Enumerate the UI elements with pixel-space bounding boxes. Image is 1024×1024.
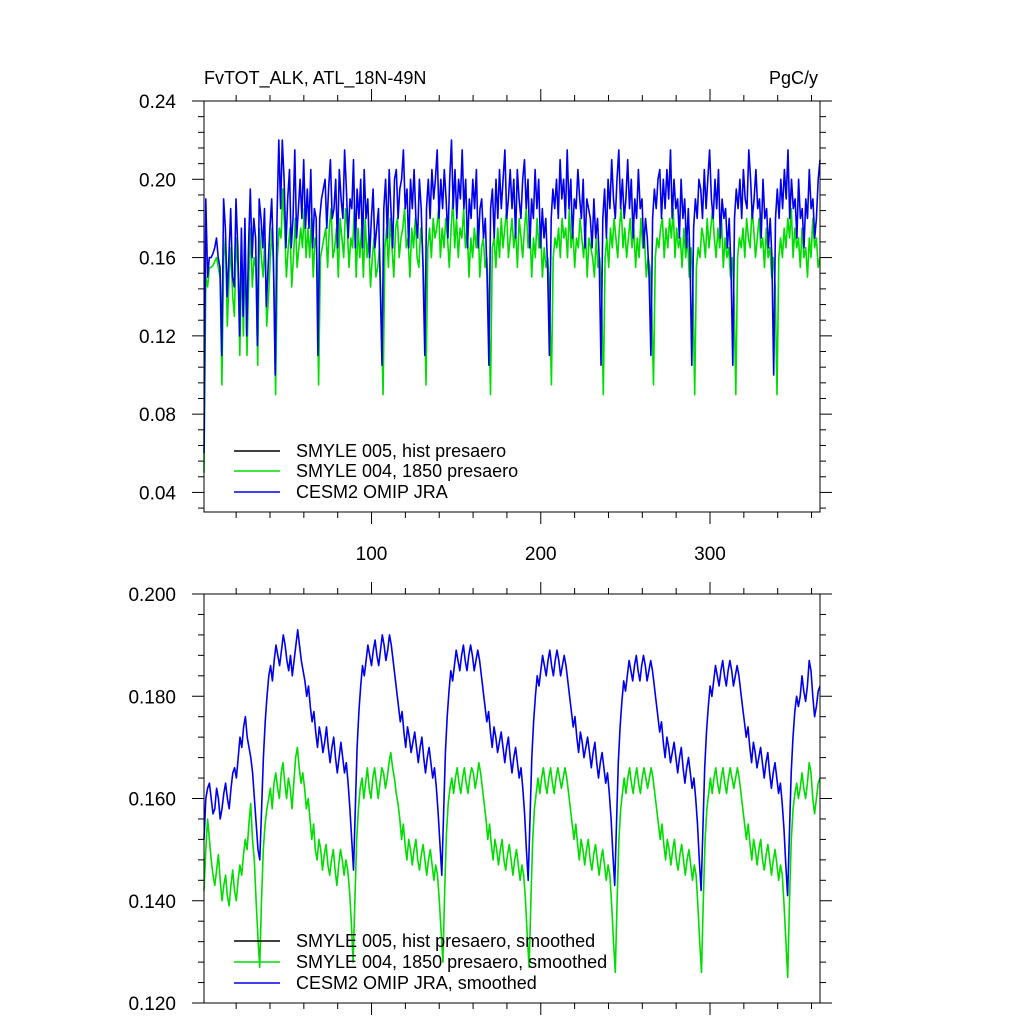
series-line-2 [203, 628, 821, 897]
bottom-plot-area: 0.120 0.140 0.160 0.180 0.200 SMYLE 005, hist… [128, 582, 832, 1015]
top-panel-title: FvTOT_ALK, ATL_18N-49N [204, 68, 426, 89]
x-tick-label: 100 [356, 544, 388, 565]
y-tick-label: 0.04 [139, 483, 176, 504]
legend-label-2: CESM2 OMIP JRA, smoothed [296, 973, 537, 993]
legend-label-2: CESM2 OMIP JRA [296, 482, 448, 502]
y-tick-label: 0.12 [139, 327, 176, 348]
x-tick-label: 300 [694, 544, 726, 565]
series-line-2 [203, 139, 821, 454]
y-tick-label: 0.24 [139, 92, 176, 113]
y-tick-label: 0.200 [128, 585, 176, 606]
y-tick-label: 0.120 [128, 994, 176, 1015]
top-plot-area: 0.04 0.08 0.12 0.16 0.20 0.24 100 200 300 SMYLE 0… [139, 89, 832, 565]
plot-frame [203, 100, 821, 513]
y-tick-label: 0.180 [128, 687, 176, 708]
legend-label-0: SMYLE 005, hist presaero, smoothed [296, 931, 595, 951]
series-line-1 [203, 746, 821, 979]
y-tick-label: 0.160 [128, 790, 176, 811]
legend-label-1: SMYLE 004, 1850 presaero, smoothed [296, 952, 607, 972]
top-panel-units: PgC/y [769, 68, 818, 88]
y-tick-label: 0.140 [128, 892, 176, 913]
y-tick-label: 0.20 [139, 170, 176, 191]
y-tick-label: 0.16 [139, 249, 176, 270]
top-panel: FvTOT_ALK, ATL_18N-49N PgC/y 0.04 0.08 0.1… [139, 68, 832, 565]
x-tick-label: 200 [525, 544, 557, 565]
legend-label-1: SMYLE 004, 1850 presaero [296, 461, 518, 481]
series-line-1 [203, 188, 821, 473]
bottom-panel: 0.120 0.140 0.160 0.180 0.200 SMYLE 005, hist… [128, 582, 832, 1015]
legend-label-0: SMYLE 005, hist presaero [296, 441, 506, 461]
y-tick-label: 0.08 [139, 405, 176, 426]
